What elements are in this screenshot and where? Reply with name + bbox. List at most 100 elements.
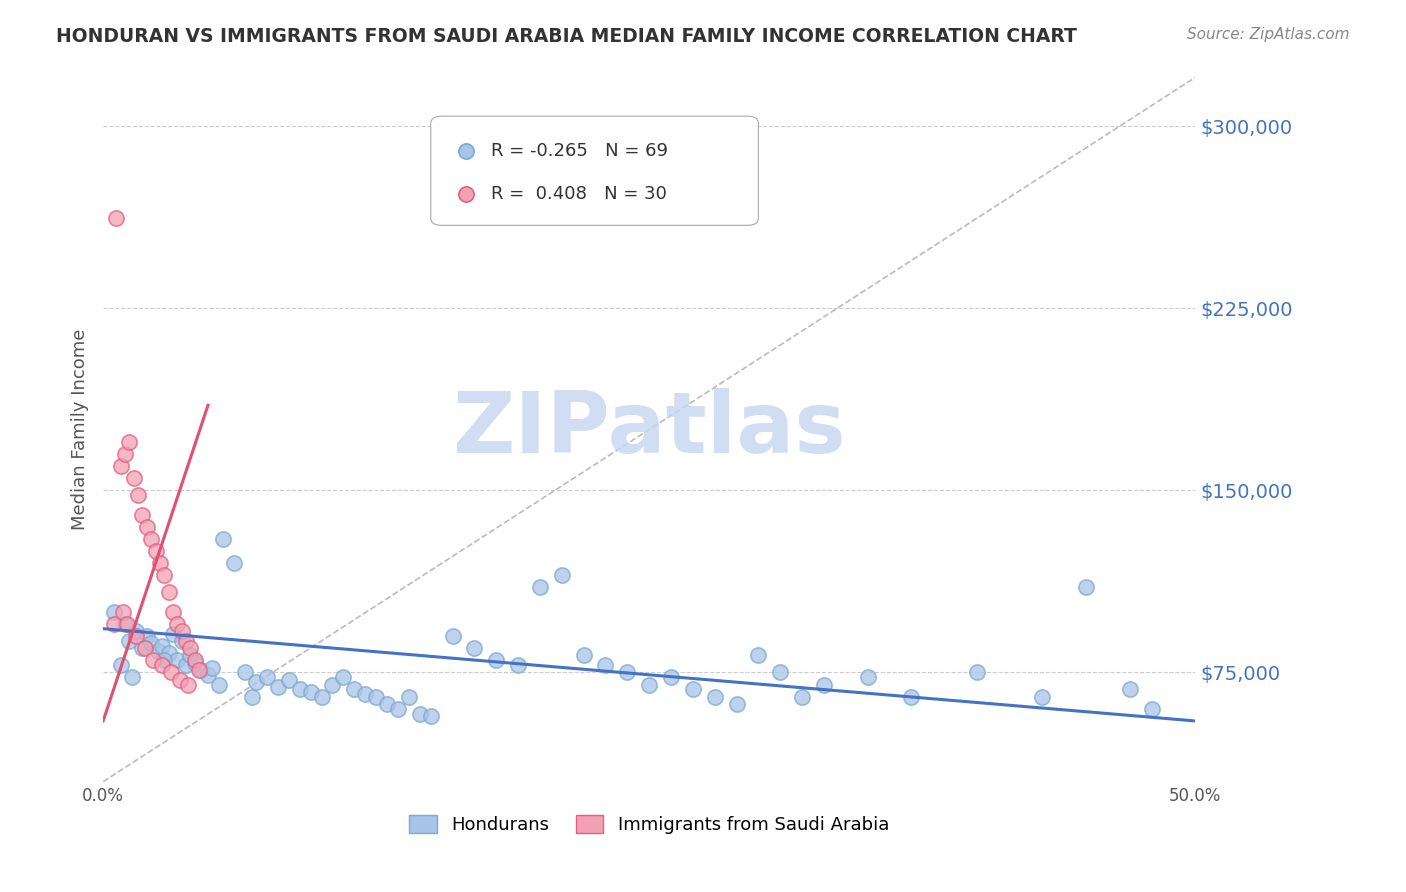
Point	[103, 605, 125, 619]
Point	[162, 626, 184, 640]
Point	[1031, 690, 1053, 704]
Point	[118, 434, 141, 449]
Point	[311, 690, 333, 704]
Point	[127, 488, 149, 502]
Text: HONDURAN VS IMMIGRANTS FROM SAUDI ARABIA MEDIAN FAMILY INCOME CORRELATION CHART: HONDURAN VS IMMIGRANTS FROM SAUDI ARABIA…	[56, 27, 1077, 45]
Point	[321, 677, 343, 691]
Point	[1118, 682, 1140, 697]
Point	[856, 670, 879, 684]
Point	[177, 677, 200, 691]
Point	[1140, 702, 1163, 716]
Point	[110, 458, 132, 473]
Point	[682, 682, 704, 697]
Point	[463, 641, 485, 656]
Point	[366, 690, 388, 704]
Point	[160, 665, 183, 680]
Point	[145, 544, 167, 558]
Point	[224, 556, 246, 570]
Point	[551, 568, 574, 582]
Point	[174, 633, 197, 648]
Point	[142, 653, 165, 667]
Point	[1074, 581, 1097, 595]
Point	[441, 629, 464, 643]
Point	[153, 568, 176, 582]
Point	[125, 624, 148, 639]
Point	[179, 641, 201, 656]
Text: ZIPatlas: ZIPatlas	[453, 388, 846, 471]
Point	[153, 653, 176, 667]
Point	[572, 648, 595, 663]
Point	[150, 658, 173, 673]
Point	[131, 508, 153, 522]
Text: R = -0.265   N = 69: R = -0.265 N = 69	[491, 143, 668, 161]
Point	[508, 658, 530, 673]
Point	[170, 633, 193, 648]
Point	[150, 639, 173, 653]
Point	[122, 471, 145, 485]
Point	[900, 690, 922, 704]
Point	[212, 532, 235, 546]
Point	[485, 653, 508, 667]
Point	[157, 646, 180, 660]
Point	[111, 605, 134, 619]
Point	[110, 658, 132, 673]
Point	[105, 211, 128, 226]
Point	[659, 670, 682, 684]
Point	[114, 447, 136, 461]
Point	[595, 658, 617, 673]
Point	[135, 519, 157, 533]
Point	[121, 670, 143, 684]
Point	[201, 660, 224, 674]
Point	[398, 690, 420, 704]
Point	[149, 556, 172, 570]
Point	[162, 605, 184, 619]
Point	[114, 616, 136, 631]
Y-axis label: Median Family Income: Median Family Income	[72, 329, 89, 530]
Point	[245, 675, 267, 690]
Point	[529, 581, 551, 595]
Point	[125, 629, 148, 643]
Point	[131, 641, 153, 656]
Point	[146, 643, 169, 657]
Text: R =  0.408   N = 30: R = 0.408 N = 30	[491, 185, 666, 202]
Point	[103, 616, 125, 631]
Point	[118, 633, 141, 648]
Point	[166, 616, 188, 631]
Text: Source: ZipAtlas.com: Source: ZipAtlas.com	[1187, 27, 1350, 42]
Point	[240, 690, 263, 704]
Point	[184, 653, 207, 667]
Point	[134, 641, 156, 656]
Point	[208, 677, 231, 691]
Point	[817, 847, 839, 862]
Legend: Hondurans, Immigrants from Saudi Arabia: Hondurans, Immigrants from Saudi Arabia	[401, 805, 898, 843]
Point	[817, 847, 839, 862]
Point	[419, 709, 441, 723]
Point	[233, 665, 256, 680]
Point	[813, 677, 835, 691]
Point	[703, 690, 725, 704]
Point	[188, 663, 211, 677]
Point	[387, 702, 409, 716]
Point	[197, 668, 219, 682]
Point	[332, 670, 354, 684]
Point	[747, 648, 769, 663]
Point	[141, 636, 163, 650]
Point	[277, 673, 299, 687]
Point	[157, 585, 180, 599]
Point	[174, 658, 197, 673]
Point	[616, 665, 638, 680]
Point	[135, 629, 157, 643]
Point	[256, 670, 278, 684]
Point	[790, 690, 813, 704]
Point	[184, 656, 207, 670]
Point	[166, 653, 188, 667]
Point	[179, 648, 201, 663]
FancyBboxPatch shape	[430, 116, 758, 226]
Point	[299, 685, 322, 699]
Point	[343, 682, 366, 697]
Point	[267, 680, 290, 694]
Point	[170, 624, 193, 639]
Point	[409, 706, 432, 721]
Point	[190, 663, 212, 677]
Point	[966, 665, 988, 680]
